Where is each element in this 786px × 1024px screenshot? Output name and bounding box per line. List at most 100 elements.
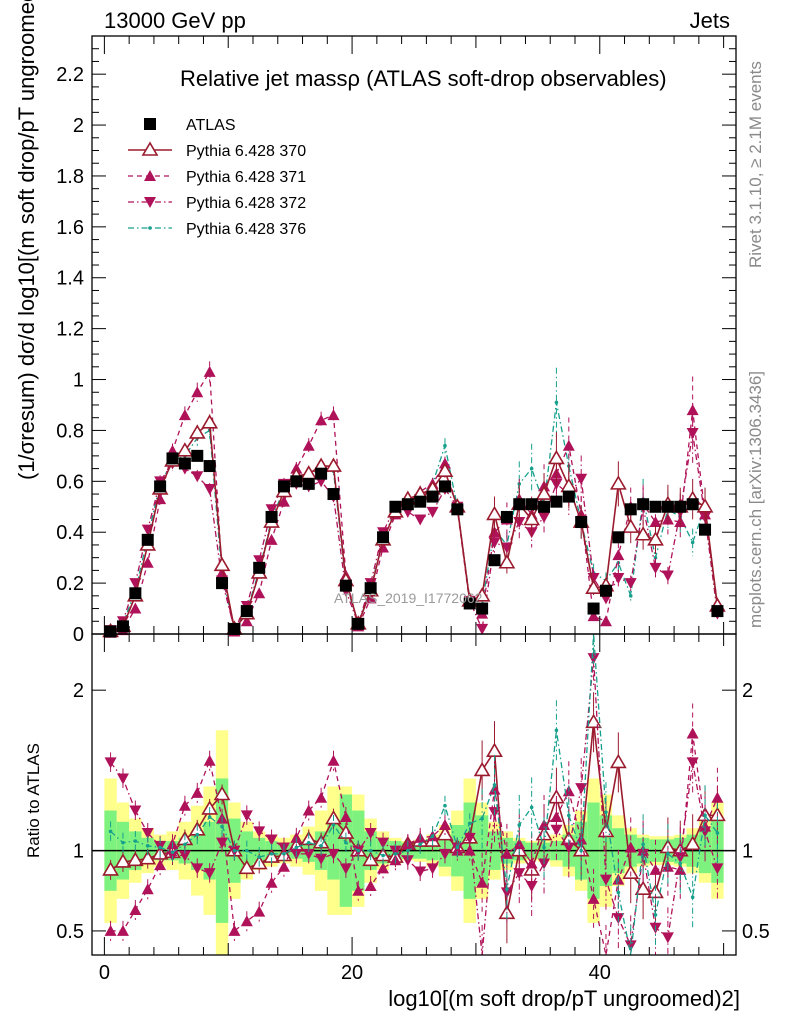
ratio-point-371 bbox=[277, 860, 290, 872]
ratio-point-376 bbox=[455, 845, 460, 850]
data-point-atlas bbox=[290, 475, 303, 488]
data-point-370 bbox=[535, 485, 553, 500]
main-y-tick-label: 0.2 bbox=[56, 573, 84, 595]
ratio-point-372 bbox=[377, 837, 390, 849]
ratio-point-376 bbox=[331, 823, 336, 827]
ratio-point-376 bbox=[356, 848, 361, 853]
data-point-370 bbox=[634, 526, 652, 541]
ratio-point-376 bbox=[542, 845, 546, 850]
ratio-point-376 bbox=[393, 852, 398, 856]
ratio-point-376 bbox=[616, 890, 621, 895]
ratio-point-371 bbox=[203, 754, 216, 766]
ratio-point-372 bbox=[426, 863, 439, 875]
data-point-atlas bbox=[476, 602, 489, 615]
data-point-atlas bbox=[228, 622, 241, 635]
data-point-376 bbox=[443, 443, 447, 448]
data-point-376 bbox=[628, 594, 633, 598]
ratio-point-371 bbox=[141, 883, 154, 895]
ratio-point-376 bbox=[554, 728, 559, 733]
ratio-point-372 bbox=[599, 874, 612, 886]
ratio-point-372 bbox=[116, 773, 129, 785]
data-point-atlas bbox=[438, 480, 451, 493]
data-point-atlas bbox=[327, 488, 340, 501]
ratio-point-372 bbox=[575, 783, 588, 795]
data-point-atlas bbox=[141, 533, 154, 546]
data-point-372 bbox=[624, 578, 637, 590]
data-point-371 bbox=[302, 439, 315, 451]
data-point-371 bbox=[191, 386, 204, 398]
data-point-atlas bbox=[587, 602, 600, 615]
legend-label: Pythia 6.428 370 bbox=[186, 143, 306, 160]
series-line-371 bbox=[110, 369, 719, 634]
ratio-point-370 bbox=[609, 753, 627, 769]
data-point-370 bbox=[696, 498, 714, 513]
data-point-371 bbox=[599, 615, 612, 627]
ratio-point-376 bbox=[430, 834, 435, 839]
ratio-point-376 bbox=[232, 848, 237, 853]
legend-marker bbox=[144, 197, 156, 208]
data-point-atlas bbox=[624, 503, 637, 516]
ratio-point-376 bbox=[195, 832, 200, 837]
ratio-point-372 bbox=[513, 868, 526, 880]
ratio-point-371 bbox=[500, 847, 513, 859]
data-point-370 bbox=[585, 579, 602, 594]
ratio-point-376 bbox=[121, 840, 125, 845]
ratio-point-370 bbox=[102, 861, 119, 876]
main-panel-series bbox=[102, 361, 726, 638]
main-y-tick-label: 1.8 bbox=[56, 166, 84, 188]
ratio-point-372 bbox=[401, 855, 414, 867]
main-y-tick-label: 0.4 bbox=[56, 522, 84, 544]
main-y-tick-label: 0.8 bbox=[56, 420, 84, 442]
data-point-370 bbox=[436, 462, 454, 477]
ratio-point-372 bbox=[550, 824, 563, 836]
ratio-point-376 bbox=[703, 813, 707, 818]
ratio-point-371 bbox=[488, 783, 501, 795]
data-point-atlas bbox=[364, 582, 377, 595]
data-point-370 bbox=[548, 449, 565, 465]
ratio-point-372 bbox=[104, 757, 117, 769]
data-point-371 bbox=[649, 516, 662, 528]
ratio-point-376 bbox=[641, 842, 645, 847]
ratio-point-372 bbox=[203, 868, 216, 880]
data-point-372 bbox=[538, 511, 551, 523]
ratio-point-376 bbox=[443, 803, 447, 808]
ratio-point-371 bbox=[191, 786, 204, 798]
ratio-point-372 bbox=[129, 805, 142, 817]
data-point-372 bbox=[414, 514, 427, 526]
ratio-point-370 bbox=[213, 785, 231, 801]
ratio-y-tick-label: 0.5 bbox=[56, 921, 84, 943]
data-point-372 bbox=[265, 504, 278, 516]
data-point-atlas bbox=[488, 554, 501, 567]
ratio-point-371 bbox=[364, 879, 377, 891]
ratio-point-372 bbox=[686, 757, 699, 769]
ratio-point-371 bbox=[116, 924, 129, 936]
data-point-atlas bbox=[154, 480, 167, 493]
ratio-point-372 bbox=[315, 853, 328, 865]
legend-label: ATLAS bbox=[186, 117, 236, 134]
data-point-371 bbox=[141, 556, 154, 568]
legend-label: Pythia 6.428 376 bbox=[186, 221, 306, 238]
main-y-tick-label: 2 bbox=[73, 115, 84, 137]
data-point-370 bbox=[622, 518, 640, 533]
ratio-point-376 bbox=[567, 813, 571, 818]
data-point-atlas bbox=[104, 625, 117, 638]
ratio-y-tick-label-right: 2 bbox=[742, 680, 753, 702]
data-point-372 bbox=[575, 473, 588, 485]
ratio-line-371 bbox=[110, 733, 719, 956]
x-tick-label: 40 bbox=[589, 962, 611, 984]
beam-energy-label: 13000 GeV pp bbox=[104, 8, 246, 33]
ratio-point-376 bbox=[368, 848, 373, 853]
data-point-atlas bbox=[265, 510, 278, 523]
ratio-point-371 bbox=[240, 915, 253, 927]
data-point-376 bbox=[690, 540, 695, 545]
ratio-point-372 bbox=[302, 848, 315, 860]
data-point-atlas bbox=[451, 503, 464, 516]
ratio-point-376 bbox=[282, 852, 286, 856]
data-point-372 bbox=[191, 471, 204, 483]
data-point-371 bbox=[327, 409, 340, 421]
ratio-point-371 bbox=[463, 844, 476, 856]
data-point-376 bbox=[554, 400, 559, 405]
data-point-atlas bbox=[116, 620, 129, 633]
ratio-line-376 bbox=[110, 633, 718, 956]
